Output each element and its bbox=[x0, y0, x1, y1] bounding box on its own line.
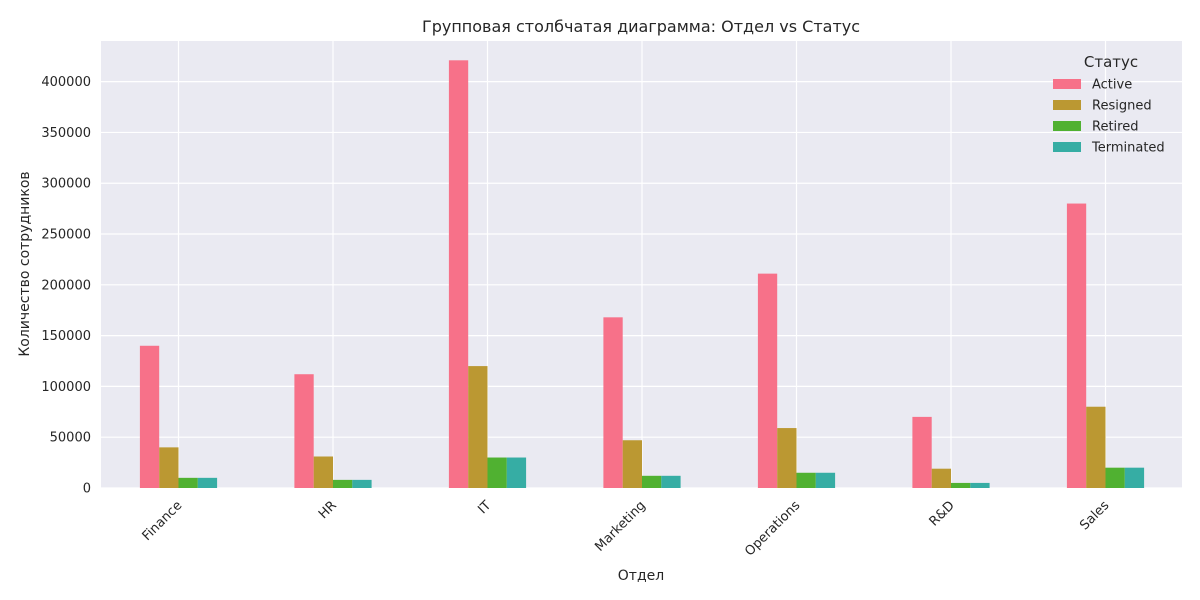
x-tick-label: Sales bbox=[1077, 498, 1112, 533]
bar-terminated bbox=[661, 475, 681, 488]
y-tick-label: 200000 bbox=[41, 278, 91, 293]
bar-active bbox=[448, 60, 469, 488]
y-tick-label: 50000 bbox=[50, 431, 91, 446]
x-tick-labels: Finance HR IT Marketing Operations R&D Sales bbox=[140, 498, 1113, 559]
legend-label: Terminated bbox=[1091, 141, 1165, 156]
bar-resigned bbox=[468, 366, 488, 488]
legend-title: Статус bbox=[1084, 53, 1138, 71]
bar-terminated bbox=[1124, 467, 1145, 488]
x-tick-label: Operations bbox=[742, 498, 803, 559]
bar-terminated bbox=[970, 482, 990, 488]
bar-retired bbox=[178, 477, 198, 488]
x-tick-label: IT bbox=[475, 498, 494, 517]
bar-retired bbox=[1105, 467, 1125, 488]
bar-resigned bbox=[777, 428, 797, 488]
y-tick-label: 100000 bbox=[41, 380, 91, 395]
bar-terminated bbox=[815, 472, 836, 488]
y-tick-label: 300000 bbox=[41, 177, 91, 192]
y-tick-labels: 0 50000 100000 150000 200000 250000 300000 3500… bbox=[41, 75, 91, 496]
legend-label: Resigned bbox=[1092, 99, 1152, 114]
legend-swatch bbox=[1053, 142, 1081, 152]
legend-label: Retired bbox=[1092, 120, 1138, 135]
x-tick-label: Finance bbox=[140, 498, 186, 544]
y-tick-label: 400000 bbox=[41, 75, 91, 90]
y-tick-label: 0 bbox=[83, 482, 91, 497]
legend-swatch bbox=[1053, 100, 1081, 110]
y-axis-label: Количество сотрудников bbox=[17, 171, 33, 356]
x-tick-label: Marketing bbox=[592, 498, 648, 554]
bar-resigned bbox=[622, 440, 642, 488]
chart-title: Групповая столбчатая диаграмма: Отдел vs… bbox=[422, 17, 860, 36]
x-axis-label: Отдел bbox=[618, 568, 664, 584]
bar-resigned bbox=[1086, 406, 1106, 488]
bar-retired bbox=[642, 475, 662, 488]
bar-resigned bbox=[313, 456, 333, 488]
bar-retired bbox=[487, 457, 507, 488]
bar-terminated bbox=[506, 457, 527, 488]
bar-active bbox=[912, 416, 932, 488]
legend-label: Active bbox=[1092, 78, 1132, 93]
y-tick-label: 150000 bbox=[41, 329, 91, 344]
bar-retired bbox=[333, 479, 353, 488]
bar-active bbox=[294, 374, 314, 488]
legend: Статус Active Resigned Retired Terminated bbox=[1053, 53, 1165, 156]
bar-active bbox=[139, 345, 160, 488]
bar-terminated bbox=[197, 477, 218, 488]
x-tick-label: R&D bbox=[927, 498, 958, 529]
bar-retired bbox=[796, 472, 816, 488]
y-tick-label: 350000 bbox=[41, 126, 91, 141]
bar-active bbox=[603, 317, 623, 488]
legend-swatch bbox=[1053, 79, 1081, 89]
bar-terminated bbox=[352, 479, 372, 488]
bars bbox=[139, 60, 1145, 488]
bar-active bbox=[1066, 203, 1087, 488]
legend-swatch bbox=[1053, 121, 1081, 131]
bar-resigned bbox=[159, 447, 179, 488]
y-tick-label: 250000 bbox=[41, 228, 91, 243]
x-tick-label: HR bbox=[316, 498, 340, 522]
bar-retired bbox=[951, 482, 971, 488]
bar-resigned bbox=[931, 468, 951, 488]
grid-lines bbox=[101, 41, 1182, 489]
bar-active bbox=[757, 273, 778, 488]
